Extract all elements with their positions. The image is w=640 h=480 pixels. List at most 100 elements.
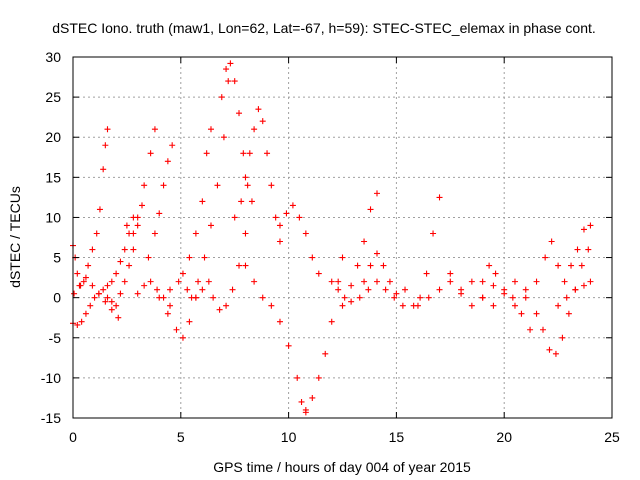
data-point: [156, 210, 163, 217]
data-point: [578, 262, 585, 269]
data-point: [203, 150, 210, 157]
data-point: [302, 230, 309, 237]
data-point: [117, 258, 124, 265]
data-point: [147, 278, 154, 285]
data-point: [147, 150, 154, 157]
y-tick-label: 0: [53, 290, 61, 306]
data-point: [102, 298, 109, 305]
data-point: [151, 230, 158, 237]
data-point: [468, 302, 475, 309]
data-track: [242, 262, 309, 416]
data-point: [179, 270, 186, 277]
data-point: [76, 282, 83, 289]
data-track: [555, 278, 594, 309]
data-point: [548, 238, 555, 245]
data-track: [479, 262, 534, 333]
x-tick-label: 25: [604, 429, 620, 445]
data-point: [123, 222, 130, 229]
data-point: [533, 310, 540, 317]
data-point: [436, 194, 443, 201]
y-tick-label: -15: [41, 410, 61, 426]
data-point: [100, 286, 107, 293]
data-point: [294, 374, 301, 381]
data-point: [130, 246, 137, 253]
data-point: [227, 60, 234, 67]
data-point: [367, 262, 374, 269]
data-point: [141, 282, 148, 289]
data-point: [80, 278, 87, 285]
data-point: [126, 262, 133, 269]
data-point: [207, 222, 214, 229]
data-point: [361, 238, 368, 245]
data-point: [74, 321, 81, 328]
data-point: [95, 290, 102, 297]
data-track: [447, 270, 529, 309]
data-point: [559, 334, 566, 341]
data-point: [246, 150, 253, 157]
data-point: [223, 66, 230, 73]
data-point: [259, 294, 266, 301]
data-point: [134, 222, 141, 229]
data-track: [339, 278, 406, 309]
data-point: [486, 262, 493, 269]
data-point: [540, 326, 547, 333]
data-point: [296, 214, 303, 221]
data-point: [367, 206, 374, 213]
data-point: [89, 246, 96, 253]
data-point: [268, 182, 275, 189]
data-point: [380, 262, 387, 269]
data-point: [145, 254, 152, 261]
data-point: [414, 302, 421, 309]
x-tick-label: 5: [177, 429, 185, 445]
data-point: [361, 278, 368, 285]
chart-title: dSTEC Iono. truth (maw1, Lon=62, Lat=-67…: [52, 20, 596, 36]
data-point: [328, 278, 335, 285]
data-point: [117, 290, 124, 297]
x-axis-label: GPS time / hours of day 004 of year 2015: [213, 459, 471, 475]
data-track: [328, 190, 380, 301]
data-point: [223, 302, 230, 309]
data-point: [348, 298, 355, 305]
data-point: [563, 294, 570, 301]
data-point: [100, 166, 107, 173]
y-tick-label: 15: [45, 169, 61, 185]
data-point: [276, 318, 283, 325]
data-point: [236, 262, 243, 269]
data-track: [134, 278, 174, 309]
data-point: [492, 270, 499, 277]
data-point: [154, 286, 161, 293]
data-point: [138, 202, 145, 209]
data-point: [354, 262, 361, 269]
grid: [73, 57, 612, 418]
data-point: [356, 294, 363, 301]
data-point: [315, 374, 322, 381]
data-point: [164, 158, 171, 165]
data-point: [216, 306, 223, 313]
data-point: [289, 202, 296, 209]
data-point: [479, 278, 486, 285]
data-track: [533, 246, 592, 357]
data-point: [220, 134, 227, 141]
data-point: [501, 286, 508, 293]
data-point: [335, 278, 342, 285]
data-point: [134, 214, 141, 221]
data-point: [113, 270, 120, 277]
data-point: [580, 282, 587, 289]
data-track: [145, 142, 176, 261]
data-point: [82, 274, 89, 281]
data-track: [561, 222, 594, 285]
data-point: [104, 282, 111, 289]
data-point: [236, 110, 243, 117]
data-point: [199, 198, 206, 205]
data-point: [108, 278, 115, 285]
data-track: [231, 106, 283, 245]
data-track: [179, 126, 214, 277]
data-point: [335, 286, 342, 293]
data-point: [522, 286, 529, 293]
data-point: [167, 302, 174, 309]
data-point: [113, 302, 120, 309]
data-point: [546, 346, 553, 353]
data-point: [104, 294, 111, 301]
y-tick-label: 5: [53, 250, 61, 266]
